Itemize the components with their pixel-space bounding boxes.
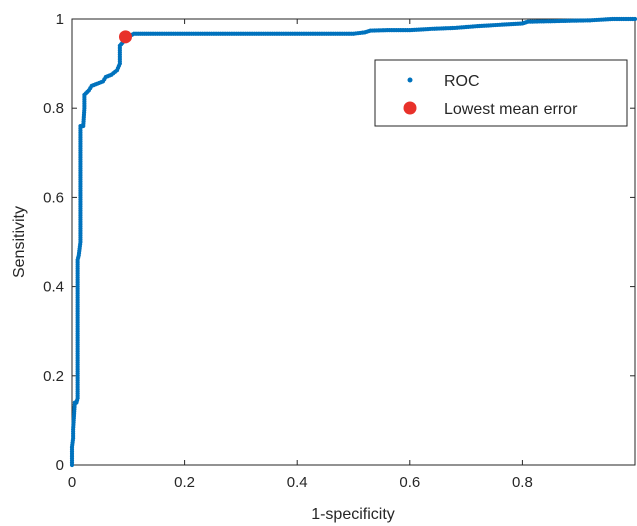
- lowest-mean-error-series: [118, 30, 132, 44]
- y-tick-label: 0.8: [43, 100, 64, 117]
- x-tick-label: 0.2: [174, 474, 195, 491]
- y-tick-label: 0.4: [43, 279, 64, 296]
- x-tick-label: 0.8: [512, 474, 533, 491]
- legend-box: [374, 59, 628, 127]
- x-tick-label: 0: [68, 474, 76, 491]
- x-tick-label: 0.4: [287, 474, 308, 491]
- legend-lowest-error-marker: [403, 101, 417, 115]
- y-axis: 0 0.2 0.4 0.6 0.8 1: [43, 11, 635, 474]
- y-tick-label: 1: [56, 11, 64, 28]
- legend-roc-marker: [407, 77, 413, 83]
- legend-lowest-error-label: Lowest mean error: [444, 101, 578, 118]
- x-axis-label: 1-specificity: [311, 506, 395, 523]
- lowest-mean-error-point: [118, 30, 132, 44]
- legend-roc-label: ROC: [444, 73, 480, 90]
- legend: ROC Lowest mean error: [374, 59, 628, 127]
- y-axis-label: Sensitivity: [11, 206, 28, 278]
- y-tick-label: 0.6: [43, 189, 64, 206]
- roc-series: [69, 16, 637, 468]
- y-tick-label: 0.2: [43, 368, 64, 385]
- x-axis: 0 0.2 0.4 0.6 0.8: [68, 19, 533, 491]
- roc-point: [632, 16, 637, 22]
- y-tick-label: 0: [56, 457, 64, 474]
- x-tick-label: 0.6: [399, 474, 420, 491]
